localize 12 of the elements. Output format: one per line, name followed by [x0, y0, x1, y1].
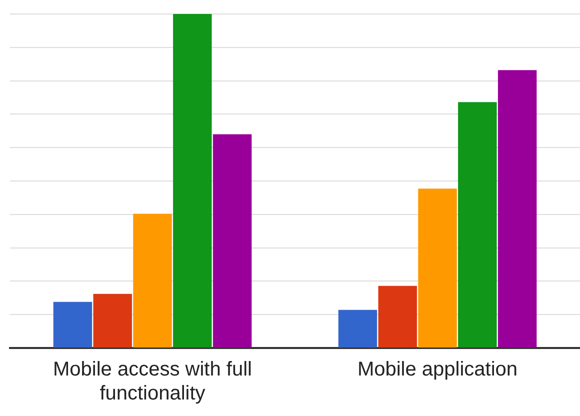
- bar: [173, 14, 212, 348]
- bar: [378, 286, 417, 348]
- x-tick-label: Mobile application: [357, 358, 518, 381]
- bar: [93, 294, 132, 348]
- bar: [212, 134, 252, 348]
- bar: [498, 70, 537, 348]
- x-tick-label: Mobile access with full functionality: [53, 358, 252, 405]
- bar: [53, 302, 92, 348]
- bar: [458, 102, 497, 348]
- bar: [338, 310, 378, 348]
- bar: [133, 214, 172, 348]
- bar: [418, 188, 457, 348]
